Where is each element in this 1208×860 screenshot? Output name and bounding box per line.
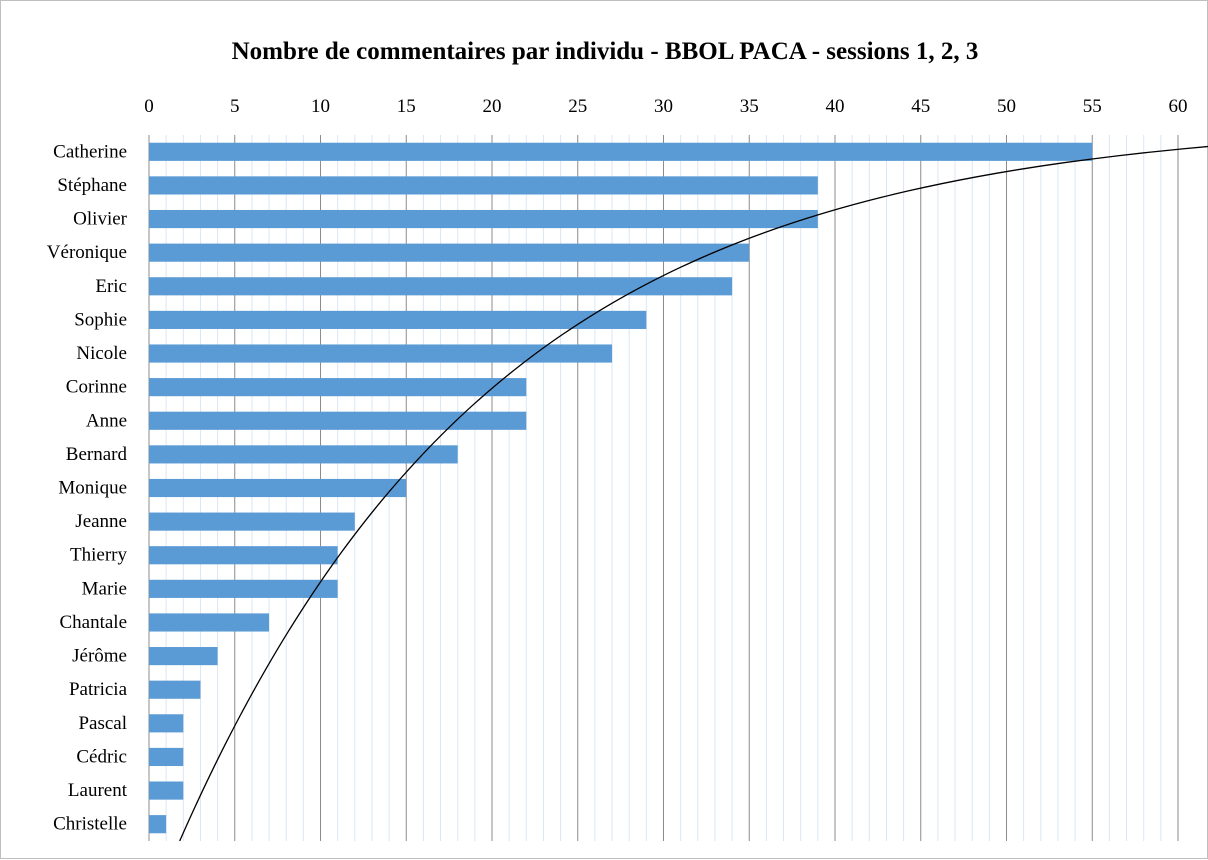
bar-jérôme — [149, 647, 218, 665]
x-tick-label: 5 — [230, 96, 240, 117]
bar-eric — [149, 277, 732, 295]
y-category-label: Marie — [82, 578, 127, 599]
bar-nicole — [149, 344, 612, 362]
y-category-label: Nicole — [76, 343, 127, 364]
bar-olivier — [149, 210, 818, 228]
bar-anne — [149, 412, 526, 430]
x-tick-label: 35 — [740, 96, 759, 117]
y-category-label: Jérôme — [72, 646, 127, 667]
y-category-label: Olivier — [73, 209, 127, 230]
bar-pascal — [149, 714, 183, 732]
bar-monique — [149, 479, 406, 497]
bar-thierry — [149, 546, 338, 564]
x-tick-label: 60 — [1169, 96, 1188, 117]
x-tick-label: 25 — [568, 96, 587, 117]
y-category-label: Cédric — [76, 746, 127, 767]
x-tick-label: 15 — [397, 96, 416, 117]
x-axis-tick-labels: 0 5 10 15 20 25 30 35 40 45 50 55 60 — [144, 96, 1187, 117]
x-tick-label: 30 — [654, 96, 673, 117]
bar-chantale — [149, 613, 269, 631]
x-tick-label: 50 — [997, 96, 1016, 117]
x-tick-label: 10 — [311, 96, 330, 117]
bar-laurent — [149, 781, 183, 799]
y-category-label: Christelle — [53, 814, 127, 835]
bar-corinne — [149, 378, 526, 396]
y-category-label: Corinne — [66, 377, 127, 398]
bar-stéphane — [149, 176, 818, 194]
y-axis-category-labels: Catherine Stéphane Olivier Véronique Eric Sop… — [47, 141, 128, 834]
y-category-label: Catherine — [53, 141, 127, 162]
y-category-label: Laurent — [68, 780, 128, 801]
x-tick-label: 20 — [483, 96, 502, 117]
y-category-label: Eric — [95, 276, 127, 297]
bar-christelle — [149, 815, 166, 833]
bar-bernard — [149, 445, 458, 463]
y-category-label: Monique — [58, 478, 127, 499]
bar-marie — [149, 580, 338, 598]
y-category-label: Thierry — [70, 545, 127, 566]
bar-sophie — [149, 311, 646, 329]
bar-jeanne — [149, 513, 355, 531]
y-category-label: Jeanne — [75, 511, 127, 532]
y-category-label: Chantale — [59, 612, 127, 633]
y-category-label: Sophie — [74, 309, 127, 330]
y-category-label: Bernard — [66, 444, 128, 465]
bar-cédric — [149, 748, 183, 766]
bar-series — [149, 143, 1092, 834]
x-tick-label: 45 — [911, 96, 930, 117]
y-category-label: Stéphane — [57, 175, 127, 196]
bar-patricia — [149, 681, 200, 699]
y-category-label: Pascal — [78, 713, 127, 734]
x-tick-label: 0 — [144, 96, 154, 117]
y-category-label: Patricia — [69, 679, 128, 700]
y-category-label: Véronique — [47, 242, 127, 263]
bar-véronique — [149, 244, 749, 262]
bar-catherine — [149, 143, 1092, 161]
y-category-label: Anne — [86, 410, 127, 431]
x-tick-label: 55 — [1083, 96, 1102, 117]
x-tick-label: 40 — [826, 96, 845, 117]
